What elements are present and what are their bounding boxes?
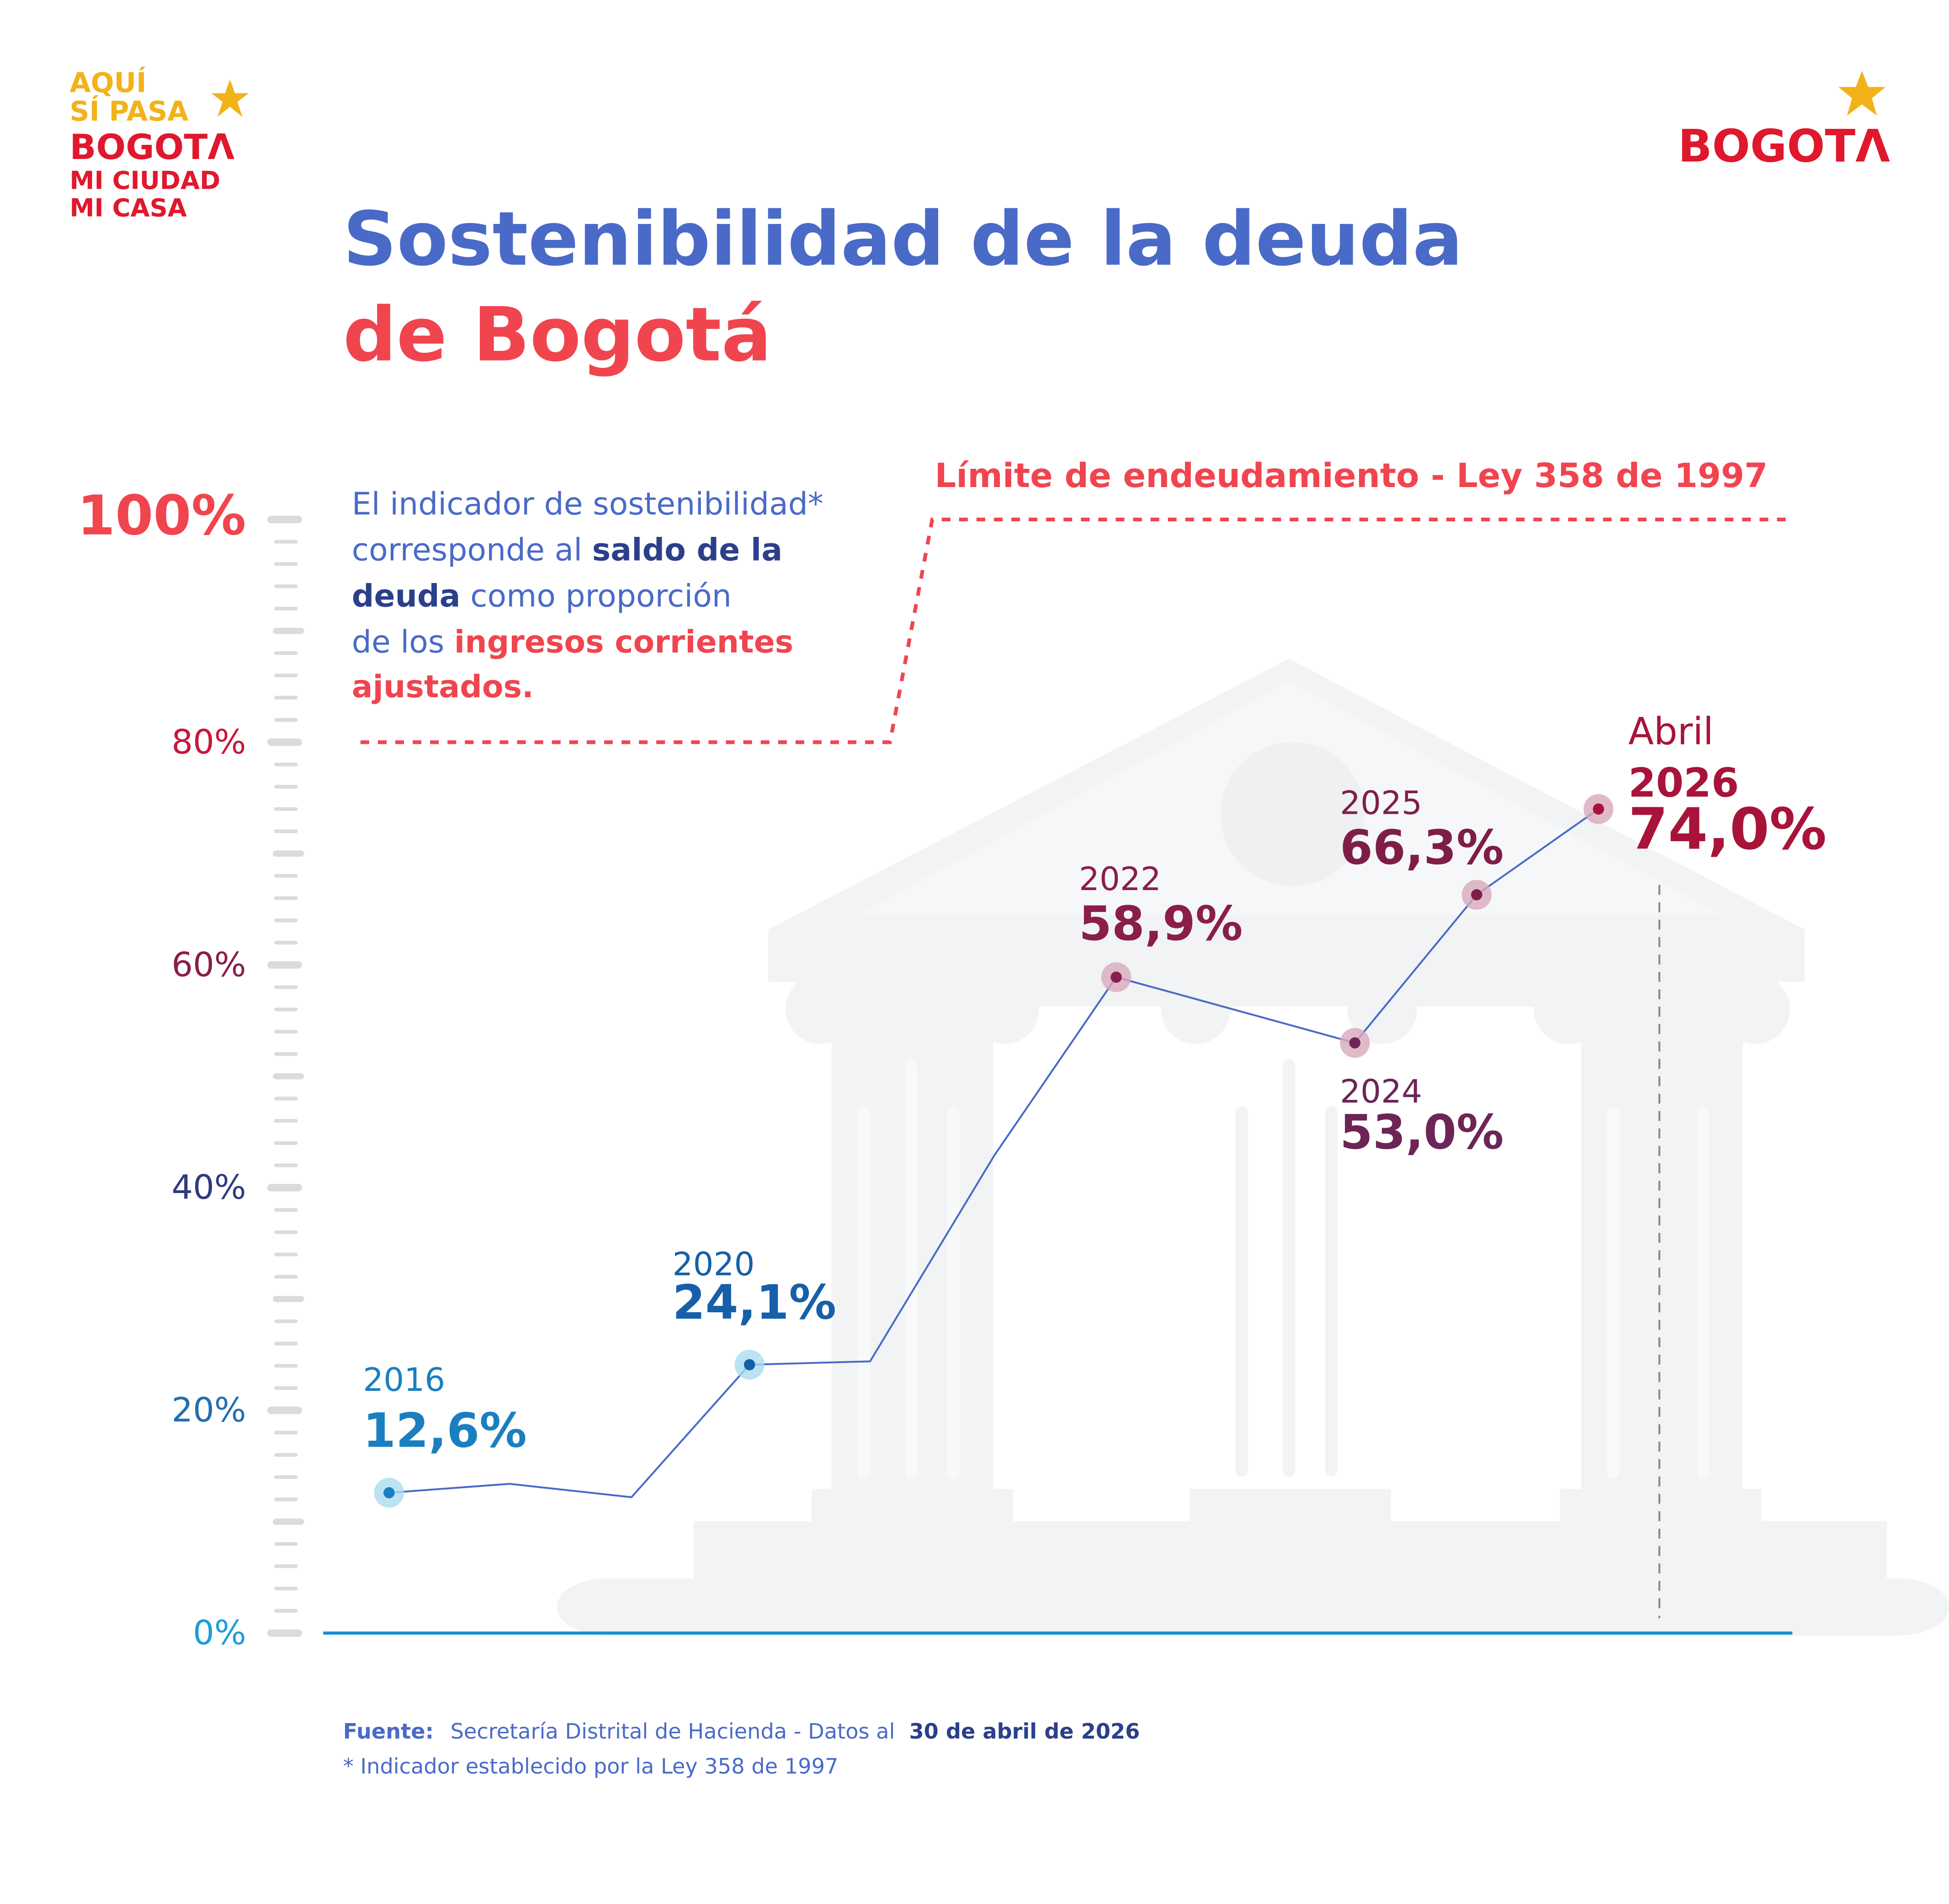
star-icon (1838, 71, 1886, 116)
star-icon (211, 80, 249, 117)
source-label: Fuente: (343, 1719, 434, 1744)
y-tick-label: 100% (77, 484, 246, 548)
chart-title: Sostenibilidad de la deuda (343, 196, 1463, 282)
note-text: El indicador de sostenibilidad* (352, 486, 823, 522)
building-base (557, 1578, 1949, 1636)
value-label: 24,1% (673, 1275, 837, 1330)
column-base (1560, 1489, 1762, 1524)
pediment-ornament (1221, 742, 1365, 886)
year-label: 2025 (1340, 784, 1422, 822)
note-text: saldo de la (592, 532, 782, 568)
footnote: * Indicador establecido por la Ley 358 d… (343, 1754, 839, 1778)
limit-line (360, 517, 1793, 744)
note-text: de los (352, 624, 454, 660)
column-flute (905, 1059, 918, 1479)
column (1581, 1007, 1743, 1491)
value-label: 53,0% (1340, 1105, 1504, 1160)
entablature (768, 929, 1805, 982)
date-note: Abril (1628, 710, 1713, 753)
year-label: 2022 (1079, 860, 1161, 898)
year-label: 2016 (363, 1361, 445, 1399)
entablature (795, 979, 1778, 1007)
note-text: ingresos corrientes (454, 624, 793, 660)
building-illustration (557, 658, 1949, 1636)
note-text: deuda (352, 578, 461, 614)
point (1593, 803, 1604, 815)
year-label: 2020 (673, 1245, 755, 1283)
point (1471, 889, 1482, 901)
chart-title: de Bogotá (343, 292, 772, 378)
column-base (1190, 1489, 1391, 1524)
column-flute (947, 1106, 960, 1479)
logo-text: BOGOTΛ (1678, 121, 1890, 173)
column-flute (1283, 1059, 1296, 1477)
logo-text: MI CIUDAD (69, 166, 220, 195)
y-tick-label: 20% (171, 1391, 246, 1430)
indicator-note: El indicador de sostenibilidad* correspo… (352, 486, 834, 705)
column-flute (1235, 1106, 1248, 1477)
source-date: 30 de abril de 2026 (909, 1719, 1140, 1744)
year-label: 2024 (1340, 1072, 1422, 1110)
limit-label: Límite de endeudamiento - Ley 358 de 199… (935, 456, 1768, 495)
point (1349, 1037, 1361, 1049)
series-line (389, 808, 1599, 1498)
note-text: ajustados. (352, 669, 534, 705)
value-label: 58,9% (1079, 896, 1243, 951)
logo-right: BOGOTΛ (1678, 71, 1890, 173)
y-tick-label: 0% (193, 1614, 246, 1653)
building-step (693, 1521, 1887, 1581)
logo-text: SÍ PASA (69, 95, 189, 127)
column-flute (1696, 1106, 1710, 1479)
point (1110, 971, 1122, 983)
y-tick-label: 60% (171, 945, 246, 984)
point (383, 1487, 395, 1499)
logo-left: AQUÍ SÍ PASA BOGOTΛ MI CIUDAD MI CASA (69, 66, 249, 222)
column-flute (1607, 1106, 1620, 1479)
point (743, 1359, 755, 1370)
column-base (812, 1489, 1013, 1524)
y-tick-label: 80% (171, 723, 246, 762)
value-label: 12,6% (363, 1403, 527, 1458)
value-label: 74,0% (1628, 796, 1827, 863)
note-text: corresponde al (352, 532, 592, 568)
source-note: Fuente: Secretaría Distrital de Hacienda… (343, 1719, 1140, 1744)
y-tick-label: 40% (171, 1168, 246, 1207)
year-label: 2026 (1628, 759, 1739, 806)
source-text: Secretaría Distrital de Hacienda - Datos… (451, 1719, 895, 1744)
logo-text: BOGOTΛ (69, 127, 234, 167)
column-flutes (857, 1059, 1710, 1479)
logo-text: AQUÍ (69, 66, 146, 99)
logo-text: MI CASA (69, 193, 187, 222)
note-text: como proporción (461, 578, 732, 614)
column-flute (1325, 1106, 1338, 1477)
column-flute (857, 1106, 871, 1479)
value-label: 66,3% (1340, 820, 1504, 875)
